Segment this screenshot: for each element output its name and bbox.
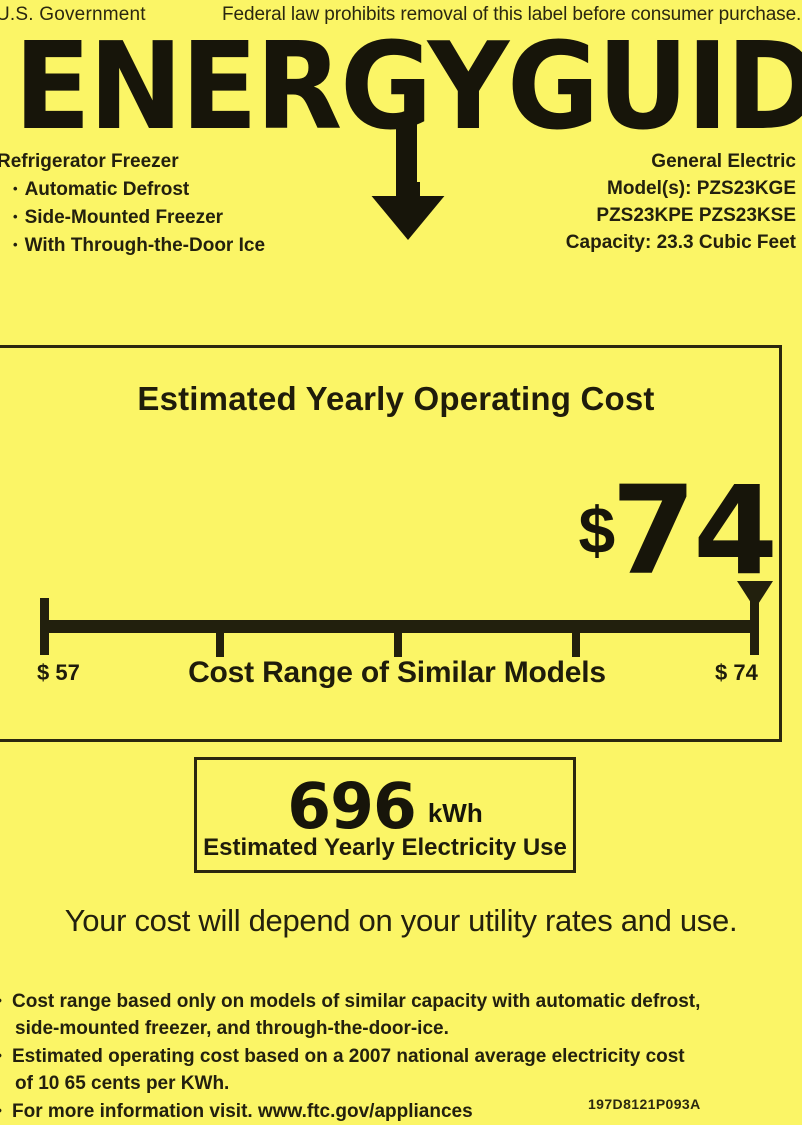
federal-law-notice: Federal law prohibits removal of this la…: [222, 4, 802, 25]
model-numbers-line-1: Model(s): PZS23KGE: [607, 178, 796, 199]
manufacturer-block: General Electric Model(s): PZS23KGE PZS2…: [566, 148, 796, 256]
footnotes-block: Cost range based only on models of simil…: [0, 987, 787, 1125]
electricity-use-panel: 696 kWh Estimated Yearly Electricity Use: [194, 757, 576, 873]
range-caption: Cost Range of Similar Models: [188, 656, 606, 689]
product-description: Refrigerator Freezer Automatic Defrost S…: [0, 148, 265, 259]
label-top-line: U.S. Government Federal law prohibits re…: [0, 4, 802, 28]
product-feature-list: Automatic Defrost Side-Mounted Freezer W…: [0, 175, 265, 259]
arrow-notch-right: [420, 182, 456, 196]
cost-range-scale: $ 57 $ 74 Cost Range of Similar Models: [0, 348, 785, 745]
scale-tick-mark: [394, 633, 402, 657]
footnote-item: Estimated operating cost based on a 2007…: [0, 1042, 787, 1097]
currency-symbol: $: [578, 493, 616, 567]
arrow-notch-left: [360, 182, 396, 196]
capacity-text: Capacity: 23.3 Cubic Feet: [565, 232, 796, 253]
scale-end-cap-left: [40, 598, 49, 655]
cost-amount: 74: [611, 460, 778, 602]
part-number-code: 197D8121P093A: [588, 1096, 701, 1112]
estimated-cost-panel: Estimated Yearly Operating Cost $74 $ 57…: [0, 345, 782, 742]
product-type: Refrigerator Freezer: [0, 151, 179, 172]
scale-bar: [40, 620, 758, 633]
us-government-text: U.S. Government: [0, 4, 146, 25]
scale-tick-mark: [572, 633, 580, 657]
range-low-label: $ 57: [37, 660, 80, 685]
footnote-item: Cost range based only on models of simil…: [0, 987, 787, 1042]
footnote-list: Cost range based only on models of simil…: [0, 987, 787, 1125]
product-feature-item: Side-Mounted Freezer: [13, 203, 265, 231]
product-feature-item: With Through-the-Door Ice: [13, 231, 265, 259]
manufacturer-name: General Electric: [651, 151, 796, 172]
model-numbers-line-2: PZS23KPE PZS23KSE: [596, 205, 796, 226]
footnote-item: For more information visit. www.ftc.gov/…: [0, 1097, 787, 1125]
scale-tick-mark: [216, 633, 224, 657]
electricity-use-unit: kWh: [427, 798, 483, 828]
electricity-use-value-row: 696 kWh: [197, 770, 573, 843]
cost-position-pointer-icon: [737, 581, 773, 609]
footnote-line-2: side-mounted freezer, and through-the-do…: [15, 1018, 449, 1039]
electricity-use-caption: Estimated Yearly Electricity Use: [203, 834, 567, 861]
footnote-line-2: of 10 65 cents per KWh.: [15, 1073, 230, 1094]
scale-end-cap-right: [750, 598, 759, 655]
range-high-label: $ 74: [715, 660, 758, 685]
footnote-line-1: Cost range based only on models of simil…: [12, 991, 701, 1012]
footnote-line-1: For more information visit. www.ftc.gov/…: [12, 1101, 473, 1122]
product-feature-item: Automatic Defrost: [13, 175, 265, 203]
footnote-line-1: Estimated operating cost based on a 2007…: [12, 1046, 685, 1067]
electricity-use-value: 696: [287, 770, 417, 843]
cost-disclaimer: Your cost will depend on your utility ra…: [64, 903, 738, 938]
estimated-yearly-cost-value: $74: [578, 470, 778, 592]
cost-panel-heading: Estimated Yearly Operating Cost: [137, 380, 655, 417]
